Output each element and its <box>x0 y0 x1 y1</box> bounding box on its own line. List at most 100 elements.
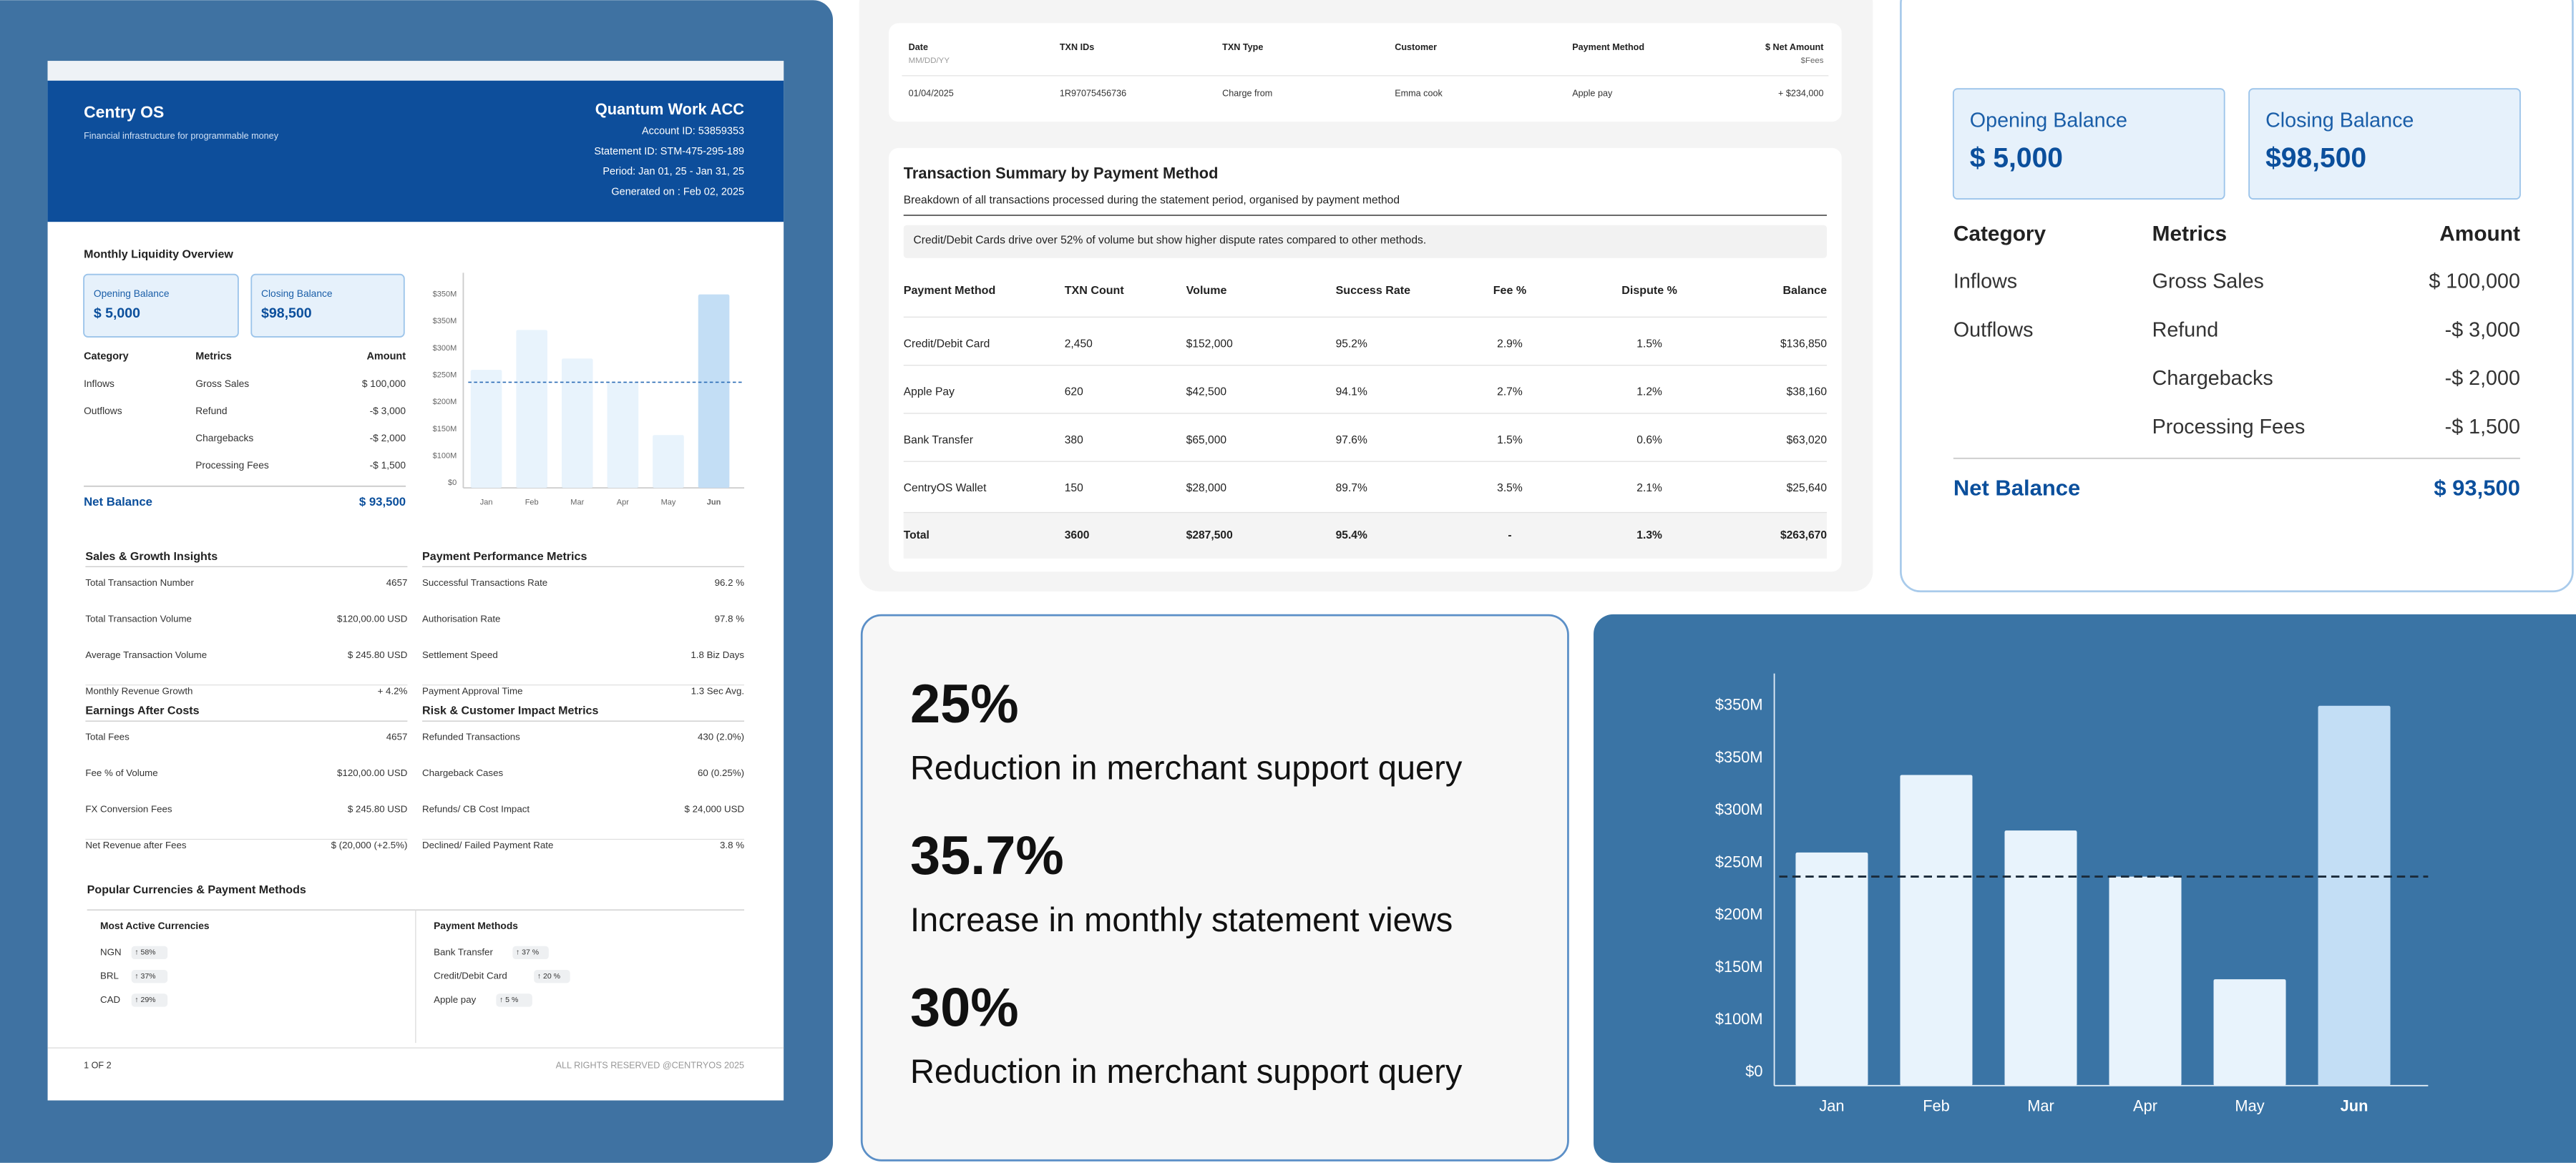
x-tick-label: Jan <box>480 499 493 507</box>
y-tick-label: $300M <box>1715 800 1763 818</box>
table-cell: 3.5% <box>1497 482 1523 494</box>
metric-value: 96.2 % <box>715 577 745 588</box>
metric-value: 3.8 % <box>720 840 744 850</box>
x-tick-label: Apr <box>617 499 629 507</box>
balance-value: $ 5,000 <box>94 305 140 321</box>
bar <box>470 370 502 489</box>
stat-value: 30% <box>910 978 1019 1039</box>
x-tick-label: Mar <box>2027 1096 2054 1114</box>
list-item: Bank Transfer <box>434 946 493 957</box>
account-name: Quantum Work ACC <box>595 100 745 118</box>
table-cell: 2.9% <box>1497 338 1523 350</box>
balance-box <box>2248 88 2521 200</box>
metric-value: + 4.2% <box>378 685 408 696</box>
table-cell: Gross Sales <box>195 378 249 389</box>
bar <box>2318 705 2391 1086</box>
metric-label: Authorisation Rate <box>422 613 500 624</box>
column-header: Customer <box>1395 42 1437 52</box>
metric-label: Total Fees <box>85 732 130 742</box>
rights: ALL RIGHTS RESERVED @CENTRYOS 2025 <box>556 1061 744 1071</box>
total-cell: Total <box>904 529 930 541</box>
stat-label: Increase in monthly statement views <box>910 901 1453 938</box>
total-cell: $263,670 <box>1780 529 1827 541</box>
bar <box>653 435 684 489</box>
growth-chip: ↑ 37 % <box>516 948 539 957</box>
total-cell: - <box>1508 529 1511 541</box>
y-tick-label: $200M <box>433 398 457 406</box>
total-cell: 3600 <box>1065 529 1090 541</box>
metric-label: Payment Approval Time <box>422 685 522 696</box>
section-title: Popular Currencies & Payment Methods <box>87 883 306 896</box>
net-value: $ 93,500 <box>2434 476 2520 501</box>
column-header: Success Rate <box>1336 284 1411 297</box>
y-tick-label: $100M <box>1715 1010 1763 1028</box>
column-header: Payment Method <box>1572 42 1644 52</box>
table-header: Metrics <box>195 350 232 362</box>
column-header: Dispute % <box>1621 284 1677 297</box>
metric-label: Chargeback Cases <box>422 767 503 778</box>
table-cell: 01/04/2025 <box>909 88 954 98</box>
stats-panel <box>860 614 1569 1162</box>
x-tick-label: Jun <box>707 499 721 507</box>
table-cell: $25,640 <box>1787 482 1828 494</box>
list-title: Payment Methods <box>434 921 518 931</box>
stat-label: Reduction in merchant support query <box>910 1052 1463 1090</box>
list-item: NGN <box>100 946 122 957</box>
balance-value: $ 5,000 <box>1970 142 2063 173</box>
summary-card <box>889 147 1842 572</box>
column-header: Date <box>909 42 928 52</box>
y-tick-label: $250M <box>433 371 457 380</box>
y-tick-label: $350M <box>433 317 457 325</box>
note-box <box>903 225 1828 258</box>
table-cell: 620 <box>1065 386 1083 398</box>
bar <box>2004 830 2077 1086</box>
list-title: Most Active Currencies <box>100 921 210 931</box>
y-tick-label: $150M <box>433 425 457 433</box>
bar <box>1900 775 1973 1086</box>
table-cell: -$ 3,000 <box>370 406 406 416</box>
growth-chip: ↑ 5 % <box>499 996 518 1004</box>
table-cell: Inflows <box>84 378 114 389</box>
header-detail: Generated on : Feb 02, 2025 <box>611 186 744 197</box>
metric-label: Successful Transactions Rate <box>422 577 547 588</box>
total-row <box>903 512 1828 559</box>
chip <box>131 969 168 983</box>
table-cell: Outflows <box>1953 318 2034 341</box>
metric-value: 430 (2.0%) <box>698 732 744 742</box>
transactions-card <box>889 23 1842 122</box>
table-cell: $28,000 <box>1186 482 1227 494</box>
stat-value: 35.7% <box>910 825 1064 886</box>
column-header: TXN Count <box>1065 284 1125 297</box>
bar <box>516 330 547 489</box>
metric-value: 4657 <box>386 577 408 588</box>
metric-label: FX Conversion Fees <box>85 804 172 815</box>
metric-label: Net Revenue after Fees <box>85 840 187 850</box>
chip <box>496 993 532 1007</box>
y-tick-label: $150M <box>1715 958 1763 976</box>
metric-label: Refunds/ CB Cost Impact <box>422 804 530 815</box>
summary-title: Transaction Summary by Payment Method <box>904 164 1219 182</box>
statement-header <box>47 80 784 222</box>
bar <box>698 294 730 489</box>
table-header: Category <box>1953 222 2046 245</box>
table-cell: $152,000 <box>1186 338 1233 350</box>
table-cell: CentryOS Wallet <box>904 482 987 494</box>
x-tick-label: Apr <box>2133 1096 2157 1114</box>
metric-value: $120,00.00 USD <box>337 767 407 778</box>
y-tick-label: $350M <box>1715 696 1763 714</box>
net-label: Net Balance <box>84 495 152 509</box>
list-item: BRL <box>100 971 119 981</box>
table-header: Amount <box>366 350 406 362</box>
y-tick-label: $350M <box>433 290 457 299</box>
table-cell: 1.2% <box>1636 386 1662 398</box>
y-tick-label: $200M <box>1715 906 1763 923</box>
list-item: CAD <box>100 994 120 1005</box>
metric-value: $120,00.00 USD <box>337 613 407 624</box>
stat-label: Reduction in merchant support query <box>910 748 1463 786</box>
section-title: Monthly Liquidity Overview <box>84 247 233 260</box>
table-cell: 2,450 <box>1065 338 1093 350</box>
x-tick-label: Feb <box>1923 1096 1950 1114</box>
metric-label: Settlement Speed <box>422 649 498 660</box>
table-cell: 380 <box>1065 434 1083 446</box>
table-cell: Processing Fees <box>195 460 269 471</box>
